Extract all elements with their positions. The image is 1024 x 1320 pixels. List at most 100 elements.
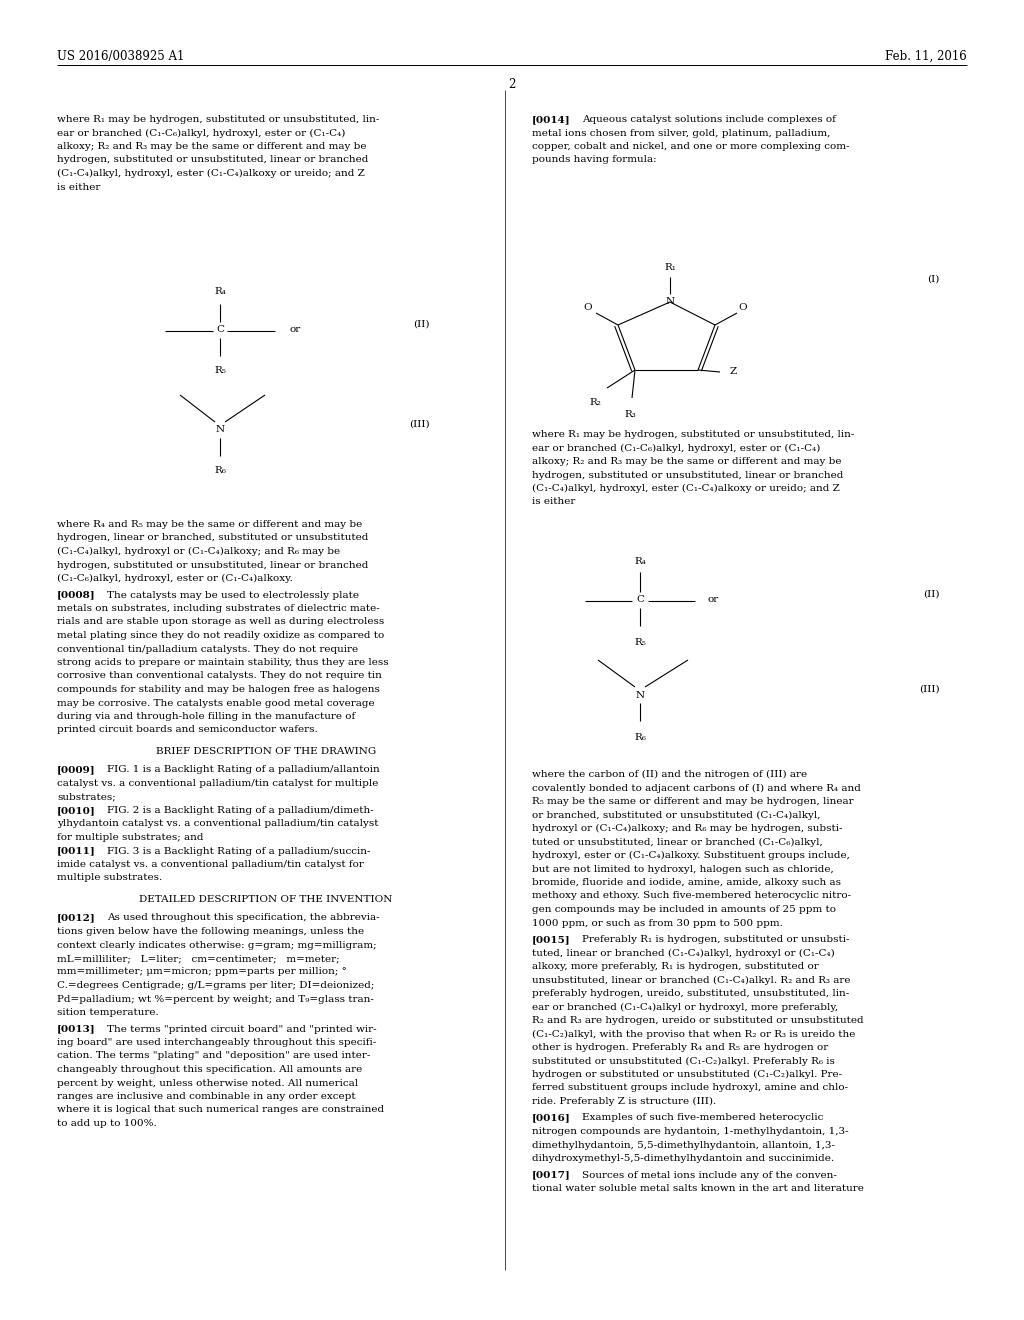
Text: 2: 2 (508, 78, 516, 91)
Text: ear or branched (C₁-C₆)alkyl, hydroxyl, ester or (C₁-C₄): ear or branched (C₁-C₆)alkyl, hydroxyl, … (57, 128, 345, 137)
Text: metals on substrates, including substrates of dielectric mate-: metals on substrates, including substrat… (57, 605, 380, 612)
Text: cation. The terms "plating" and "deposition" are used inter-: cation. The terms "plating" and "deposit… (57, 1052, 371, 1060)
Text: where R₄ and R₅ may be the same or different and may be: where R₄ and R₅ may be the same or diffe… (57, 520, 362, 529)
Text: hydroxyl or (C₁-C₄)alkoxy; and R₆ may be hydrogen, substi-: hydroxyl or (C₁-C₄)alkoxy; and R₆ may be… (532, 824, 843, 833)
Text: Preferably R₁ is hydrogen, substituted or unsubsti-: Preferably R₁ is hydrogen, substituted o… (582, 935, 850, 944)
Text: alkoxy, more preferably, R₁ is hydrogen, substituted or: alkoxy, more preferably, R₁ is hydrogen,… (532, 962, 819, 972)
Text: R₂ and R₃ are hydrogen, ureido or substituted or unsubstituted: R₂ and R₃ are hydrogen, ureido or substi… (532, 1016, 863, 1026)
Text: or: or (290, 326, 301, 334)
Text: R₃: R₃ (624, 411, 636, 418)
Text: nitrogen compounds are hydantoin, 1-methylhydantoin, 1,3-: nitrogen compounds are hydantoin, 1-meth… (532, 1127, 849, 1137)
Text: US 2016/0038925 A1: US 2016/0038925 A1 (57, 50, 184, 63)
Text: [0008]: [0008] (57, 590, 95, 599)
Text: tions given below have the following meanings, unless the: tions given below have the following mea… (57, 927, 365, 936)
Text: R₂: R₂ (589, 399, 601, 407)
Text: alkoxy; R₂ and R₃ may be the same or different and may be: alkoxy; R₂ and R₃ may be the same or dif… (57, 143, 367, 150)
Text: The catalysts may be used to electrolessly plate: The catalysts may be used to electroless… (106, 590, 359, 599)
Text: FIG. 3 is a Backlight Rating of a palladium/succin-: FIG. 3 is a Backlight Rating of a pallad… (106, 846, 371, 855)
Text: strong acids to prepare or maintain stability, thus they are less: strong acids to prepare or maintain stab… (57, 657, 389, 667)
Text: where the carbon of (II) and the nitrogen of (III) are: where the carbon of (II) and the nitroge… (532, 770, 807, 779)
Text: [0013]: [0013] (57, 1024, 95, 1034)
Text: [0010]: [0010] (57, 807, 96, 814)
Text: N: N (215, 425, 224, 434)
Text: hydroxyl, ester or (C₁-C₄)alkoxy. Substituent groups include,: hydroxyl, ester or (C₁-C₄)alkoxy. Substi… (532, 851, 850, 861)
Text: (C₁-C₂)alkyl, with the proviso that when R₂ or R₃ is ureido the: (C₁-C₂)alkyl, with the proviso that when… (532, 1030, 855, 1039)
Text: metal plating since they do not readily oxidize as compared to: metal plating since they do not readily … (57, 631, 384, 640)
Text: covalently bonded to adjacent carbons of (I) and where R₄ and: covalently bonded to adjacent carbons of… (532, 784, 861, 792)
Text: [0014]: [0014] (532, 115, 570, 124)
Text: multiple substrates.: multiple substrates. (57, 874, 162, 883)
Text: preferably hydrogen, ureido, substituted, unsubstituted, lin-: preferably hydrogen, ureido, substituted… (532, 989, 849, 998)
Text: R₆: R₆ (634, 733, 646, 742)
Text: conventional tin/palladium catalysts. They do not require: conventional tin/palladium catalysts. Th… (57, 644, 358, 653)
Text: methoxy and ethoxy. Such five-membered heterocyclic nitro-: methoxy and ethoxy. Such five-membered h… (532, 891, 851, 900)
Text: substituted or unsubstituted (C₁-C₂)alkyl. Preferably R₆ is: substituted or unsubstituted (C₁-C₂)alky… (532, 1056, 835, 1065)
Text: during via and through-hole filling in the manufacture of: during via and through-hole filling in t… (57, 711, 355, 721)
Text: gen compounds may be included in amounts of 25 ppm to: gen compounds may be included in amounts… (532, 906, 836, 913)
Text: ride. Preferably Z is structure (III).: ride. Preferably Z is structure (III). (532, 1097, 716, 1106)
Text: (III): (III) (920, 685, 940, 694)
Text: other is hydrogen. Preferably R₄ and R₅ are hydrogen or: other is hydrogen. Preferably R₄ and R₅ … (532, 1043, 828, 1052)
Text: ing board" are used interchangeably throughout this specifi-: ing board" are used interchangeably thro… (57, 1038, 376, 1047)
Text: context clearly indicates otherwise: g=gram; mg=milligram;: context clearly indicates otherwise: g=g… (57, 940, 377, 949)
Text: FIG. 1 is a Backlight Rating of a palladium/allantoin: FIG. 1 is a Backlight Rating of a pallad… (106, 766, 380, 775)
Text: percent by weight, unless otherwise noted. All numerical: percent by weight, unless otherwise note… (57, 1078, 358, 1088)
Text: catalyst vs. a conventional palladium/tin catalyst for multiple: catalyst vs. a conventional palladium/ti… (57, 779, 379, 788)
Text: [0009]: [0009] (57, 766, 95, 775)
Text: Examples of such five-membered heterocyclic: Examples of such five-membered heterocyc… (582, 1114, 823, 1122)
Text: [0011]: [0011] (57, 846, 96, 855)
Text: ferred substituent groups include hydroxyl, amine and chlo-: ferred substituent groups include hydrox… (532, 1084, 848, 1093)
Text: imide catalyst vs. a conventional palladium/tin catalyst for: imide catalyst vs. a conventional pallad… (57, 861, 364, 869)
Text: compounds for stability and may be halogen free as halogens: compounds for stability and may be halog… (57, 685, 380, 694)
Text: metal ions chosen from silver, gold, platinum, palladium,: metal ions chosen from silver, gold, pla… (532, 128, 830, 137)
Text: ranges are inclusive and combinable in any order except: ranges are inclusive and combinable in a… (57, 1092, 355, 1101)
Text: hydrogen, substituted or unsubstituted, linear or branched: hydrogen, substituted or unsubstituted, … (532, 470, 844, 479)
Text: or branched, substituted or unsubstituted (C₁-C₄)alkyl,: or branched, substituted or unsubstitute… (532, 810, 820, 820)
Text: copper, cobalt and nickel, and one or more complexing com-: copper, cobalt and nickel, and one or mo… (532, 143, 850, 150)
Text: is either: is either (532, 498, 575, 507)
Text: (C₁-C₄)alkyl, hydroxyl, ester (C₁-C₄)alkoxy or ureido; and Z: (C₁-C₄)alkyl, hydroxyl, ester (C₁-C₄)alk… (532, 484, 840, 494)
Text: DETAILED DESCRIPTION OF THE INVENTION: DETAILED DESCRIPTION OF THE INVENTION (139, 895, 392, 904)
Text: hydrogen, substituted or unsubstituted, linear or branched: hydrogen, substituted or unsubstituted, … (57, 561, 369, 569)
Text: printed circuit boards and semiconductor wafers.: printed circuit boards and semiconductor… (57, 726, 317, 734)
Text: [0015]: [0015] (532, 935, 570, 944)
Text: for multiple substrates; and: for multiple substrates; and (57, 833, 204, 842)
Text: As used throughout this specification, the abbrevia-: As used throughout this specification, t… (106, 913, 380, 923)
Text: The terms "printed circuit board" and "printed wir-: The terms "printed circuit board" and "p… (106, 1024, 377, 1034)
Text: Sources of metal ions include any of the conven-: Sources of metal ions include any of the… (582, 1171, 837, 1180)
Text: (II): (II) (924, 590, 940, 599)
Text: where R₁ may be hydrogen, substituted or unsubstituted, lin-: where R₁ may be hydrogen, substituted or… (57, 115, 379, 124)
Text: or: or (708, 595, 719, 605)
Text: R₁: R₁ (664, 263, 676, 272)
Text: pounds having formula:: pounds having formula: (532, 156, 656, 165)
Text: changeably throughout this specification. All amounts are: changeably throughout this specification… (57, 1065, 362, 1074)
Text: hydrogen or substituted or unsubstituted (C₁-C₂)alkyl. Pre-: hydrogen or substituted or unsubstituted… (532, 1071, 842, 1080)
Text: unsubstituted, linear or branched (C₁-C₄)alkyl. R₂ and R₃ are: unsubstituted, linear or branched (C₁-C₄… (532, 975, 851, 985)
Text: (C₁-C₆)alkyl, hydroxyl, ester or (C₁-C₄)alkoxy.: (C₁-C₆)alkyl, hydroxyl, ester or (C₁-C₄)… (57, 574, 293, 583)
Text: ear or branched (C₁-C₄)alkyl or hydroxyl, more preferably,: ear or branched (C₁-C₄)alkyl or hydroxyl… (532, 1002, 838, 1011)
Text: R₄: R₄ (214, 288, 226, 297)
Text: ylhydantoin catalyst vs. a conventional palladium/tin catalyst: ylhydantoin catalyst vs. a conventional … (57, 820, 379, 829)
Text: C.=degrees Centigrade; g/L=grams per liter; DI=deionized;: C.=degrees Centigrade; g/L=grams per lit… (57, 981, 375, 990)
Text: C: C (636, 595, 644, 605)
Text: [0012]: [0012] (57, 913, 96, 923)
Text: mm=millimeter; μm=micron; ppm=parts per million; °: mm=millimeter; μm=micron; ppm=parts per … (57, 968, 347, 977)
Text: may be corrosive. The catalysts enable good metal coverage: may be corrosive. The catalysts enable g… (57, 698, 375, 708)
Text: N: N (666, 297, 675, 306)
Text: where it is logical that such numerical ranges are constrained: where it is logical that such numerical … (57, 1106, 384, 1114)
Text: N: N (636, 690, 644, 700)
Text: where R₁ may be hydrogen, substituted or unsubstituted, lin-: where R₁ may be hydrogen, substituted or… (532, 430, 854, 440)
Text: (III): (III) (410, 420, 430, 429)
Text: is either: is either (57, 182, 100, 191)
Text: O: O (738, 302, 748, 312)
Text: (C₁-C₄)alkyl, hydroxyl, ester (C₁-C₄)alkoxy or ureido; and Z: (C₁-C₄)alkyl, hydroxyl, ester (C₁-C₄)alk… (57, 169, 365, 178)
Text: Pd=palladium; wt %=percent by weight; and T₉=glass tran-: Pd=palladium; wt %=percent by weight; an… (57, 994, 374, 1003)
Text: [0016]: [0016] (532, 1114, 570, 1122)
Text: tuted or unsubstituted, linear or branched (C₁-C₆)alkyl,: tuted or unsubstituted, linear or branch… (532, 837, 822, 846)
Text: R₄: R₄ (634, 557, 646, 566)
Text: but are not limited to hydroxyl, halogen such as chloride,: but are not limited to hydroxyl, halogen… (532, 865, 834, 874)
Text: corrosive than conventional catalysts. They do not require tin: corrosive than conventional catalysts. T… (57, 672, 382, 681)
Text: rials and are stable upon storage as well as during electroless: rials and are stable upon storage as wel… (57, 618, 384, 627)
Text: [0017]: [0017] (532, 1171, 570, 1180)
Text: mL=milliliter;   L=liter;   cm=centimeter;   m=meter;: mL=milliliter; L=liter; cm=centimeter; m… (57, 954, 340, 964)
